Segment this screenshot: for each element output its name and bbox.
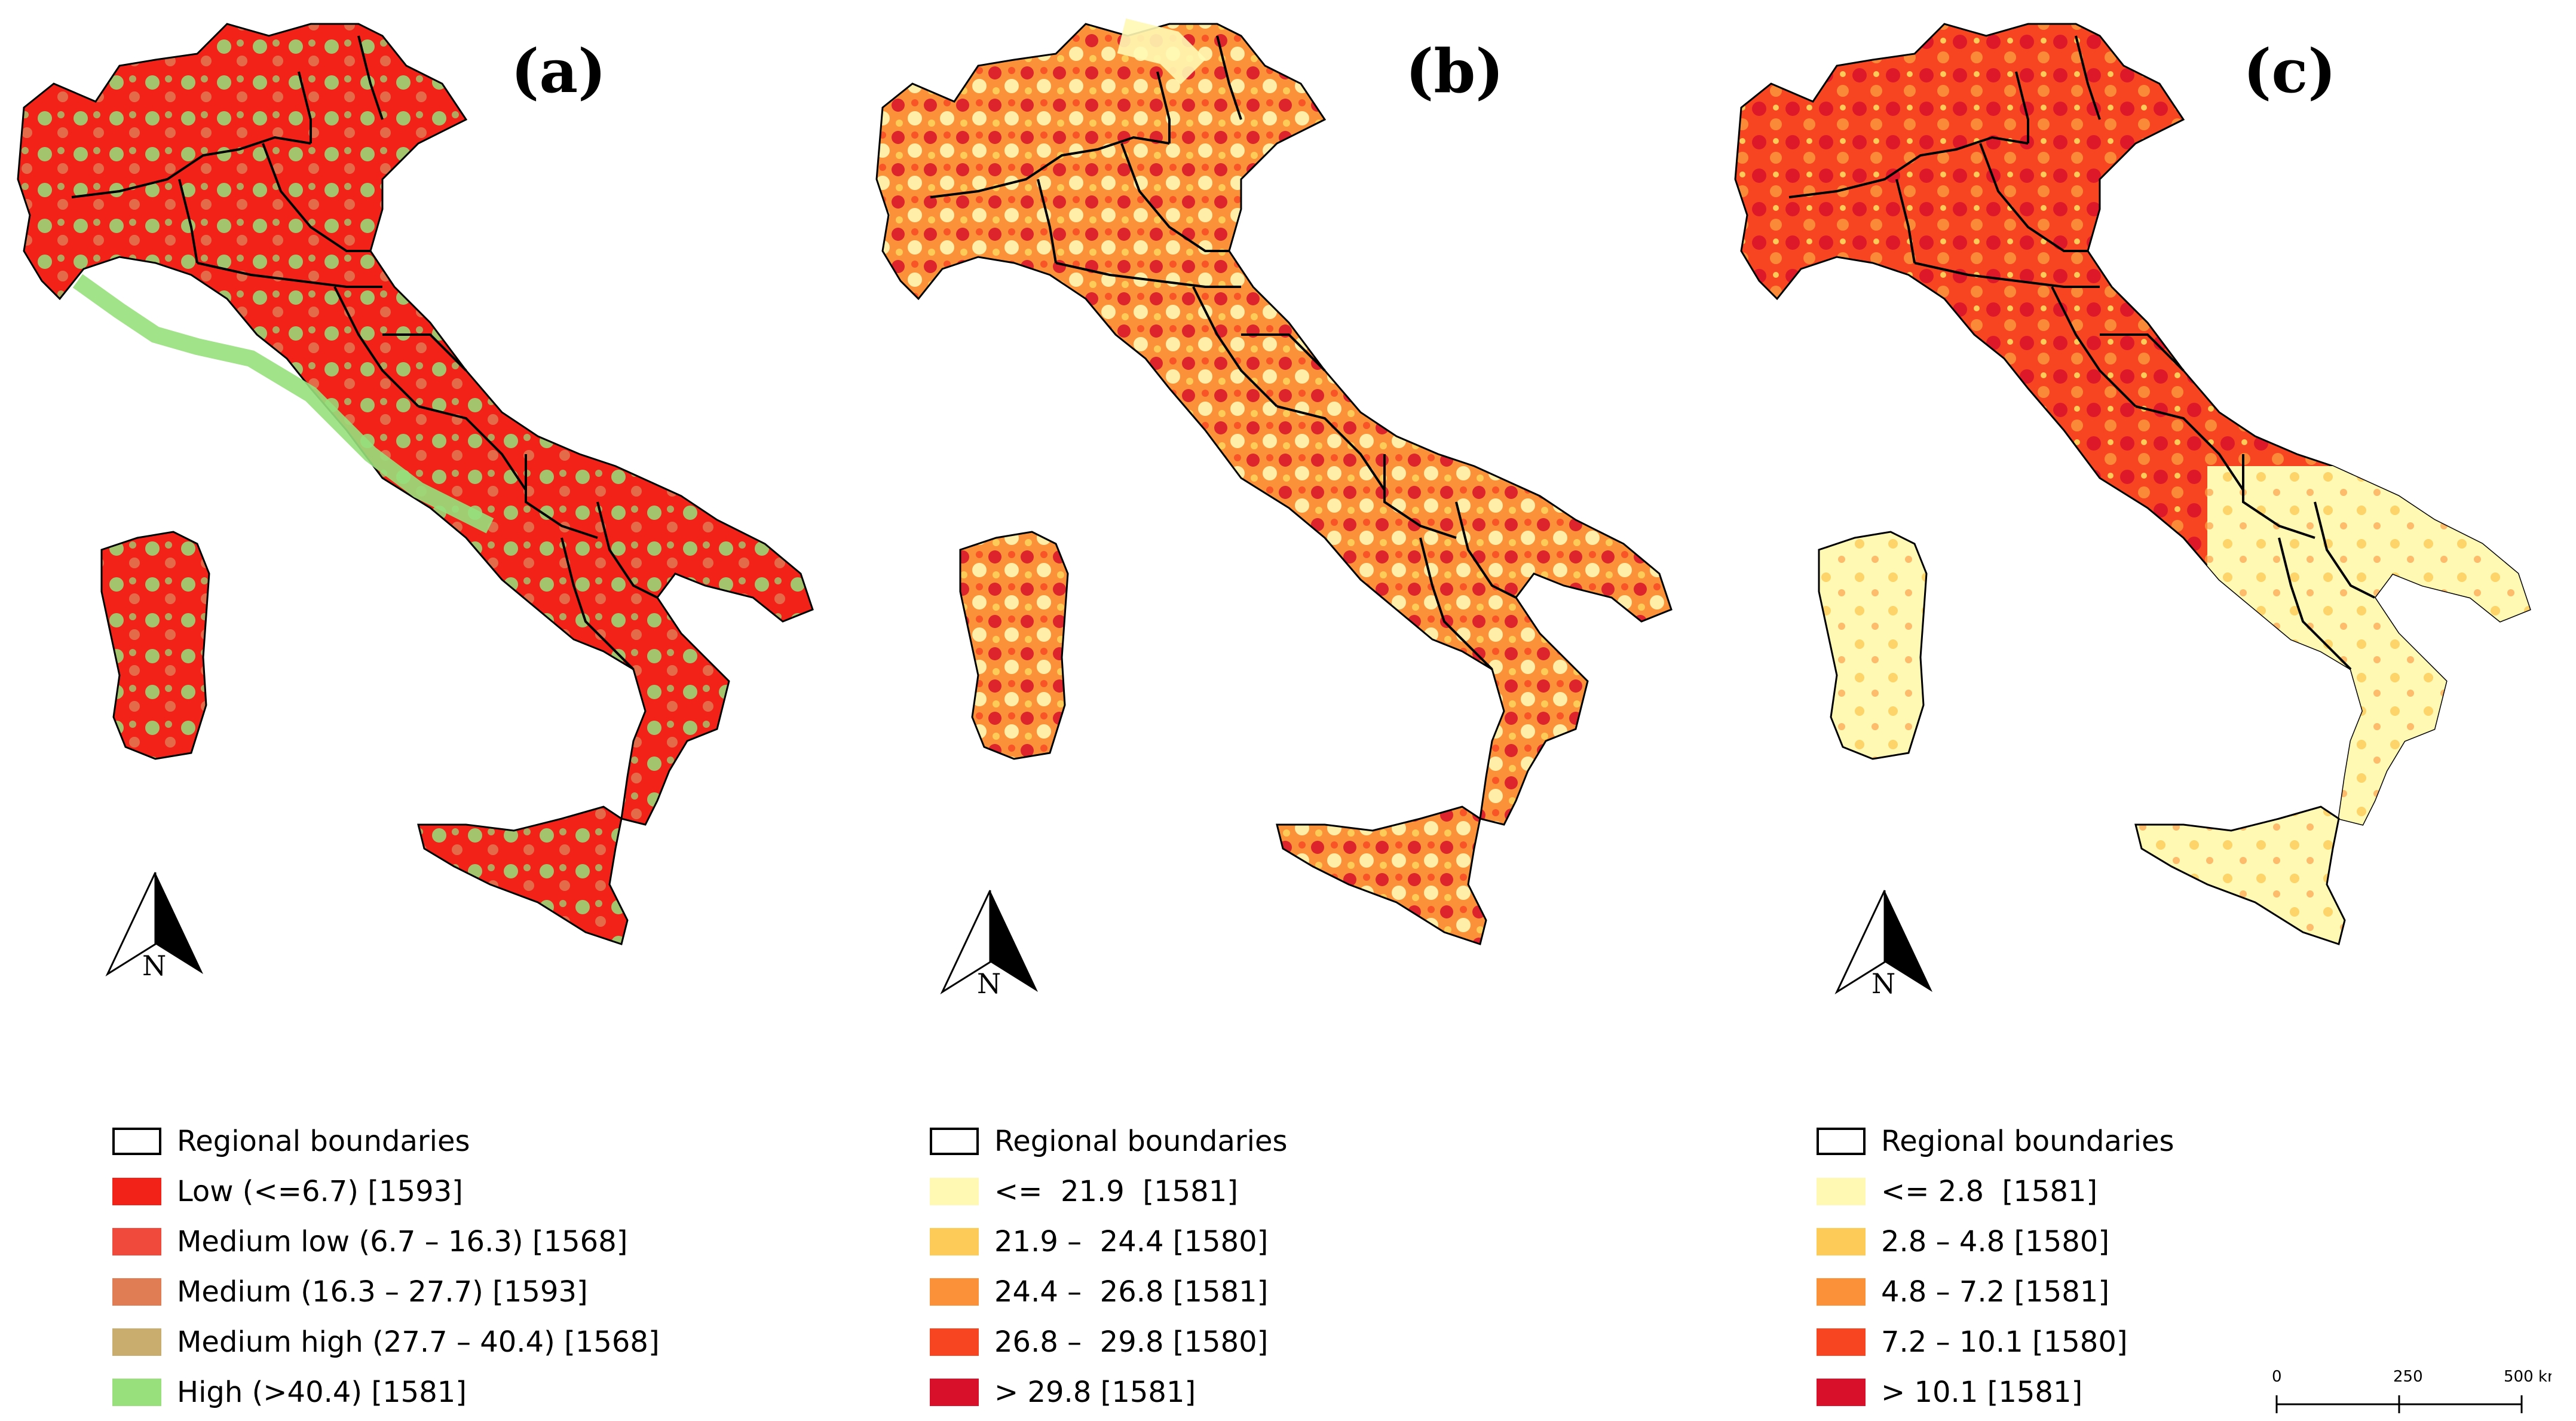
italy-map-b: N [875,18,1673,1000]
legend-row: <= 2.8 [1581] [1817,1166,2174,1217]
legend-row: Medium low (6.7 – 16.3) [1568] [112,1217,660,1267]
legend-label: 26.8 – 29.8 [1580] [994,1325,1269,1359]
north-arrow-b: N [940,890,1038,1000]
north-arrow-a: N [105,872,203,982]
italy-map-a: N [17,23,814,982]
map-panel-b: N (b) [859,0,1717,1094]
legend-label: > 29.8 [1581] [994,1376,1196,1409]
legend-swatch [112,1178,161,1205]
legend-row: 7.2 – 10.1 [1580] [1817,1317,2174,1367]
legend-swatch [930,1228,979,1255]
legend-swatch [112,1278,161,1306]
legend-swatch [1817,1278,1866,1306]
legend-label: High (>40.4) [1581] [177,1376,467,1409]
legend-swatch [1817,1228,1866,1255]
north-arrow-c: N [1834,890,1932,1000]
panel-label-a: (a) [511,36,607,106]
legend-label: Medium (16.3 – 27.7) [1593] [177,1275,588,1309]
legend-label: 21.9 – 24.4 [1580] [994,1225,1269,1258]
legend-row: 21.9 – 24.4 [1580] [930,1217,1288,1267]
legend-row: Regional boundaries [1817,1116,2174,1166]
legend-row: <= 21.9 [1581] [930,1166,1288,1217]
panel-label-c: (c) [2243,36,2336,106]
legend-swatch [930,1278,979,1306]
map-panel-c: N (c) [1717,0,2576,1094]
scale-label-250: 250 [2393,1368,2423,1386]
legend-swatch [1817,1128,1866,1155]
legend-swatch [930,1328,979,1356]
legend-swatch [1817,1328,1866,1356]
legend-swatch [1817,1379,1866,1406]
legend-label: 24.4 – 26.8 [1581] [994,1275,1269,1309]
italy-map-c: N [1734,23,2531,1000]
legend-swatch [112,1328,161,1356]
legend-row: 4.8 – 7.2 [1581] [1817,1267,2174,1317]
legend-row: 24.4 – 26.8 [1581] [930,1267,1288,1317]
legend-row: Medium high (27.7 – 40.4) [1568] [112,1317,660,1367]
legend-swatch [112,1379,161,1406]
panel-label-b: (b) [1405,36,1504,106]
scale-label-0: 0 [2272,1368,2282,1386]
scale-bar: 0 250 500 km [2271,1362,2562,1416]
legend-label: <= 21.9 [1581] [994,1175,1238,1208]
legend-label: 4.8 – 7.2 [1581] [1881,1275,2110,1309]
legend-swatch [930,1178,979,1205]
legend-row: Medium (16.3 – 27.7) [1593] [112,1267,660,1317]
north-label-b: N [977,967,1001,1000]
legend-a: Regional boundaries Low (<=6.7) [1593] M… [112,1116,660,1417]
legend-swatch [1817,1178,1866,1205]
north-label-c: N [1871,967,1895,1000]
legend-label: Medium high (27.7 – 40.4) [1568] [177,1325,660,1359]
legend-label: <= 2.8 [1581] [1881,1175,2098,1208]
legend-b: Regional boundaries <= 21.9 [1581] 21.9 … [930,1116,1288,1417]
legend-label: 2.8 – 4.8 [1580] [1881,1225,2110,1258]
legend-swatch [930,1379,979,1406]
legend-row: Low (<=6.7) [1593] [112,1166,660,1217]
legend-label: Low (<=6.7) [1593] [177,1175,463,1208]
legend-row: > 10.1 [1581] [1817,1367,2174,1417]
legend-row: > 29.8 [1581] [930,1367,1288,1417]
map-panel-a: N (a) [0,0,859,1094]
legend-label: Regional boundaries [1881,1125,2174,1158]
legend-label: Regional boundaries [994,1125,1288,1158]
legend-swatch [112,1228,161,1255]
legend-row: Regional boundaries [930,1116,1288,1166]
legend-swatch [112,1128,161,1155]
legend-row: 26.8 – 29.8 [1580] [930,1317,1288,1367]
landmass-b [875,18,1673,945]
legend-label: 7.2 – 10.1 [1580] [1881,1325,2128,1359]
legend-row: High (>40.4) [1581] [112,1367,660,1417]
legend-row: 2.8 – 4.8 [1580] [1817,1217,2174,1267]
legend-label: Medium low (6.7 – 16.3) [1568] [177,1225,628,1258]
legend-swatch [930,1128,979,1155]
landmass-c [1734,23,2531,945]
legend-label: > 10.1 [1581] [1881,1376,2083,1409]
scale-label-500: 500 km [2504,1368,2552,1386]
landmass-a [17,23,814,945]
legend-c: Regional boundaries <= 2.8 [1581] 2.8 – … [1817,1116,2174,1417]
north-label-a: N [142,950,166,982]
legend-row: Regional boundaries [112,1116,660,1166]
legend-label: Regional boundaries [177,1125,470,1158]
